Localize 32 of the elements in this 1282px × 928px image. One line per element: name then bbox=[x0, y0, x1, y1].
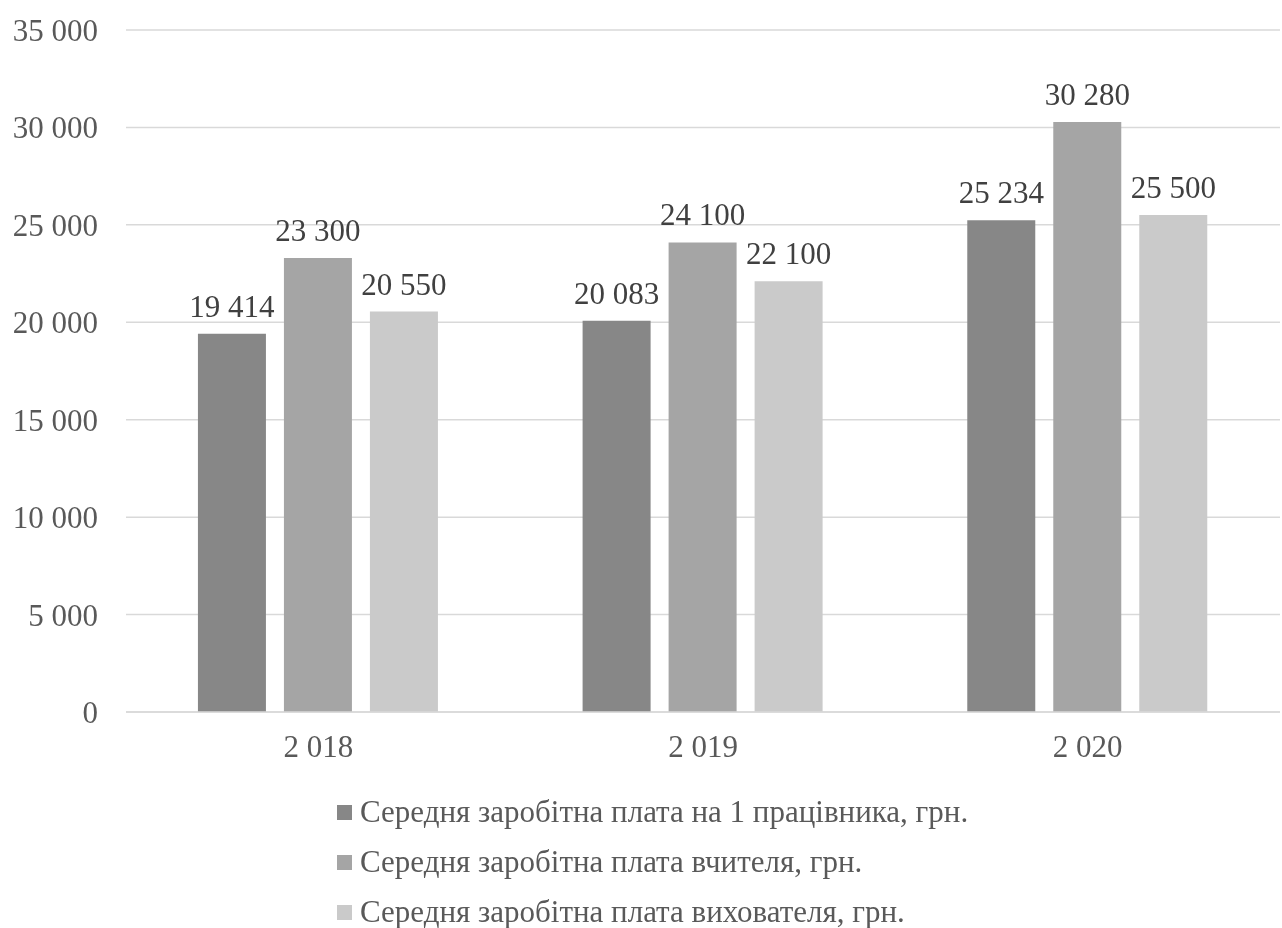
bar bbox=[369, 311, 438, 712]
data-label: 30 280 bbox=[1044, 76, 1130, 112]
x-tick-label: 2 019 bbox=[668, 729, 738, 765]
data-label: 25 234 bbox=[958, 175, 1045, 211]
bar bbox=[197, 333, 266, 712]
data-label: 23 300 bbox=[275, 212, 361, 248]
bar bbox=[668, 242, 737, 712]
bar bbox=[967, 220, 1036, 712]
data-label: 20 083 bbox=[573, 275, 660, 311]
data-label: 25 500 bbox=[1130, 170, 1216, 206]
y-tick-label: 10 000 bbox=[12, 500, 98, 536]
data-label: 22 100 bbox=[745, 236, 832, 272]
legend-label: Середня заробітна плата на 1 працівника, грн. bbox=[360, 793, 969, 831]
bar bbox=[754, 281, 823, 712]
bar bbox=[283, 257, 352, 712]
data-label: 24 100 bbox=[659, 197, 746, 233]
x-tick-label: 2 018 bbox=[283, 729, 354, 765]
legend-label: Середня заробітна плата вихователя, грн. bbox=[360, 893, 905, 928]
y-tick-label: 5 000 bbox=[28, 597, 98, 633]
y-tick-label: 30 000 bbox=[12, 110, 98, 146]
y-tick-label: 25 000 bbox=[12, 207, 98, 243]
x-tick-label: 2 020 bbox=[1052, 729, 1123, 765]
y-tick-label: 0 bbox=[82, 695, 98, 731]
data-label: 19 414 bbox=[189, 288, 276, 324]
bar bbox=[582, 320, 651, 712]
y-tick-label: 20 000 bbox=[12, 305, 98, 341]
bar bbox=[1053, 121, 1122, 712]
data-label: 20 550 bbox=[361, 266, 447, 302]
legend-label: Середня заробітна плата вчителя, грн. bbox=[360, 843, 863, 881]
bar bbox=[1139, 215, 1208, 712]
y-tick-label: 15 000 bbox=[12, 402, 98, 438]
y-tick-label: 35 000 bbox=[12, 13, 98, 49]
